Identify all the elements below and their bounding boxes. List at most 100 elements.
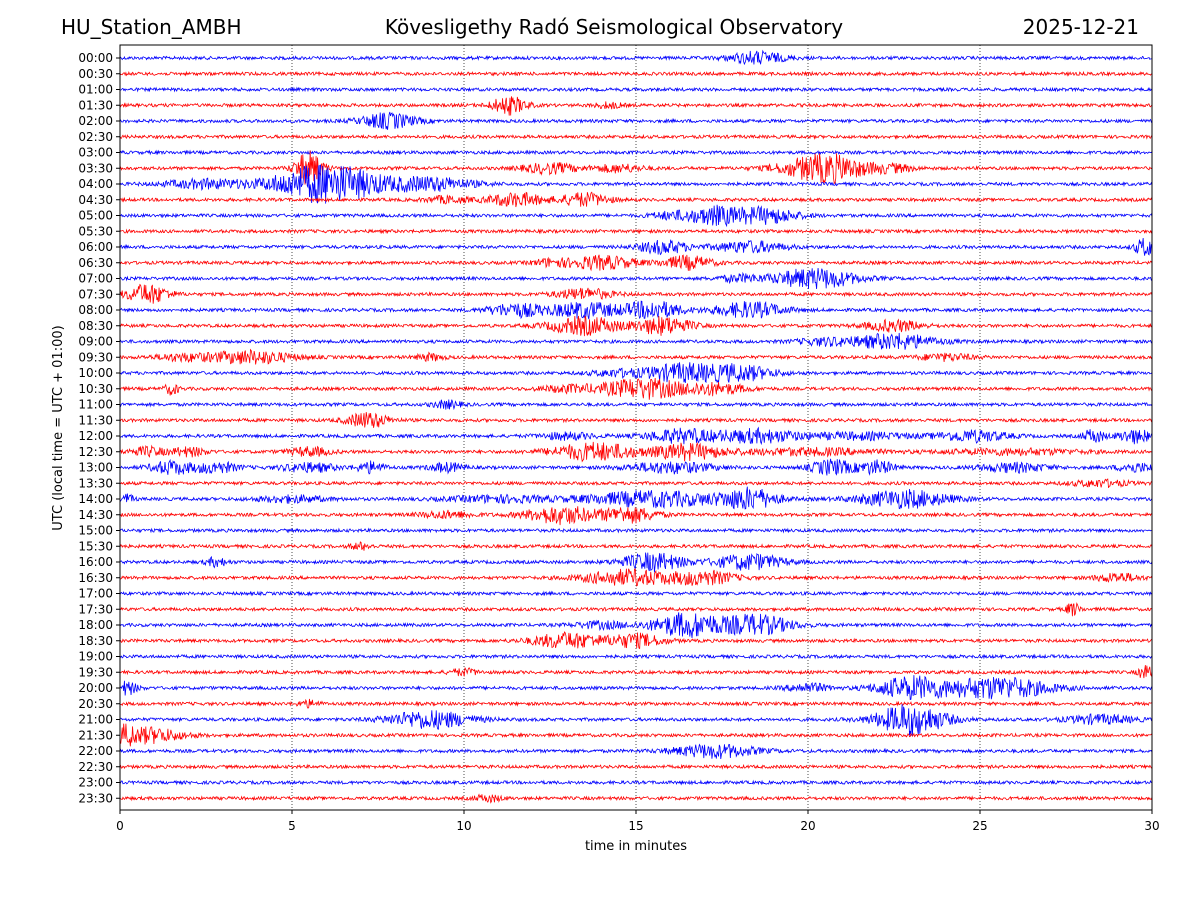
trace-0900	[119, 332, 1153, 350]
trace-1100	[119, 399, 1153, 411]
trace-group	[119, 49, 1153, 804]
y-tick-label: 15:30	[78, 539, 113, 553]
trace-1300	[119, 458, 1153, 476]
x-tick-label: 20	[800, 819, 815, 833]
y-tick-label: 18:00	[78, 618, 113, 632]
y-tick-label: 17:00	[78, 587, 113, 601]
y-tick-label: 10:00	[78, 366, 113, 380]
y-tick-label: 08:30	[78, 319, 113, 333]
trace-1400	[119, 486, 1153, 510]
trace-2200	[119, 743, 1153, 760]
plot-frame	[119, 44, 1153, 811]
y-tick-label: 15:00	[78, 524, 113, 538]
trace-1330	[119, 478, 1153, 489]
trace-0030	[119, 70, 1153, 77]
trace-0000	[119, 49, 1153, 66]
y-tick-label: 03:30	[78, 161, 113, 175]
y-tick-label: 13:00	[78, 461, 113, 475]
y-tick-label: 11:00	[78, 398, 113, 412]
y-tick-label: 21:30	[78, 728, 113, 742]
x-tick-label: 0	[116, 819, 124, 833]
y-tick-label: 09:30	[78, 350, 113, 364]
trace-1030	[119, 377, 1153, 400]
y-tick-label: 23:30	[78, 791, 113, 805]
trace-0700	[119, 267, 1153, 290]
y-tick-label: 01:30	[78, 98, 113, 112]
trace-0930	[119, 348, 1153, 365]
trace-1730	[119, 602, 1153, 617]
y-tick-label: 21:00	[78, 713, 113, 727]
trace-0300	[119, 149, 1153, 156]
trace-1700	[119, 590, 1153, 597]
y-tick-label: 02:30	[78, 130, 113, 144]
y-tick-label: 06:00	[78, 240, 113, 254]
y-tick-label: 14:00	[78, 492, 113, 506]
x-tick-label: 10	[456, 819, 471, 833]
trace-1200	[119, 426, 1153, 446]
y-tick-label: 01:00	[78, 83, 113, 97]
y-tick-label: 05:30	[78, 224, 113, 238]
y-tick-label: 19:00	[78, 650, 113, 664]
x-tick-label: 15	[628, 819, 643, 833]
y-tick-label: 07:00	[78, 272, 113, 286]
y-tick-label: 12:30	[78, 445, 113, 459]
trace-0130	[119, 96, 1153, 116]
y-tick-label: 11:30	[78, 413, 113, 427]
trace-2030	[119, 698, 1153, 709]
trace-2300	[119, 779, 1153, 786]
y-tick-label: 13:30	[78, 476, 113, 490]
y-tick-label: 22:30	[78, 760, 113, 774]
y-tick-label: 23:00	[78, 776, 113, 790]
trace-1230	[119, 441, 1153, 463]
trace-1130	[119, 412, 1153, 428]
y-tick-label: 04:00	[78, 177, 113, 191]
y-tick-label: 22:00	[78, 744, 113, 758]
y-tick-label: 07:30	[78, 287, 113, 301]
x-axis-ticks: 0 5 10 15 20 25 30	[116, 810, 1160, 833]
trace-0100	[119, 86, 1153, 93]
trace-0400	[119, 164, 1153, 204]
x-tick-label: 30	[1144, 819, 1159, 833]
trace-0330	[119, 150, 1153, 185]
trace-0830	[119, 315, 1153, 337]
trace-1500	[119, 527, 1153, 534]
trace-1630	[119, 568, 1153, 587]
y-tick-label: 00:30	[78, 67, 113, 81]
trace-1830	[119, 631, 1153, 650]
trace-0800	[119, 300, 1153, 320]
trace-1930	[119, 665, 1153, 679]
y-tick-label: 16:30	[78, 571, 113, 585]
y-axis-label: UTC (local time = UTC + 01:00)	[51, 325, 66, 530]
y-tick-label: 20:30	[78, 697, 113, 711]
chart-title: Kövesligethy Radó Seismological Observat…	[385, 15, 843, 39]
trace-0430	[119, 191, 1153, 208]
trace-1600	[119, 552, 1153, 573]
y-tick-label: 20:00	[78, 681, 113, 695]
trace-0200	[119, 111, 1153, 130]
y-tick-label: 09:00	[78, 335, 113, 349]
trace-1900	[119, 653, 1153, 660]
y-tick-label: 04:30	[78, 193, 113, 207]
y-tick-label: 14:30	[78, 508, 113, 522]
y-tick-label: 10:30	[78, 382, 113, 396]
trace-2100	[119, 704, 1153, 737]
trace-2130	[119, 723, 1153, 747]
x-tick-label: 5	[288, 819, 296, 833]
trace-0500	[119, 204, 1153, 228]
trace-2230	[119, 763, 1153, 770]
y-tick-label: 12:00	[78, 429, 113, 443]
chart-date: 2025-12-21	[1023, 15, 1139, 39]
y-tick-label: 19:30	[78, 665, 113, 679]
y-tick-label: 16:00	[78, 555, 113, 569]
x-tick-label: 25	[972, 819, 987, 833]
y-tick-label: 03:00	[78, 146, 113, 160]
y-tick-label: 00:00	[78, 51, 113, 65]
y-tick-label: 06:30	[78, 256, 113, 270]
y-tick-label: 17:30	[78, 602, 113, 616]
y-tick-label: 08:00	[78, 303, 113, 317]
trace-1530	[119, 541, 1153, 551]
y-tick-label: 05:00	[78, 209, 113, 223]
trace-1000	[119, 362, 1153, 384]
